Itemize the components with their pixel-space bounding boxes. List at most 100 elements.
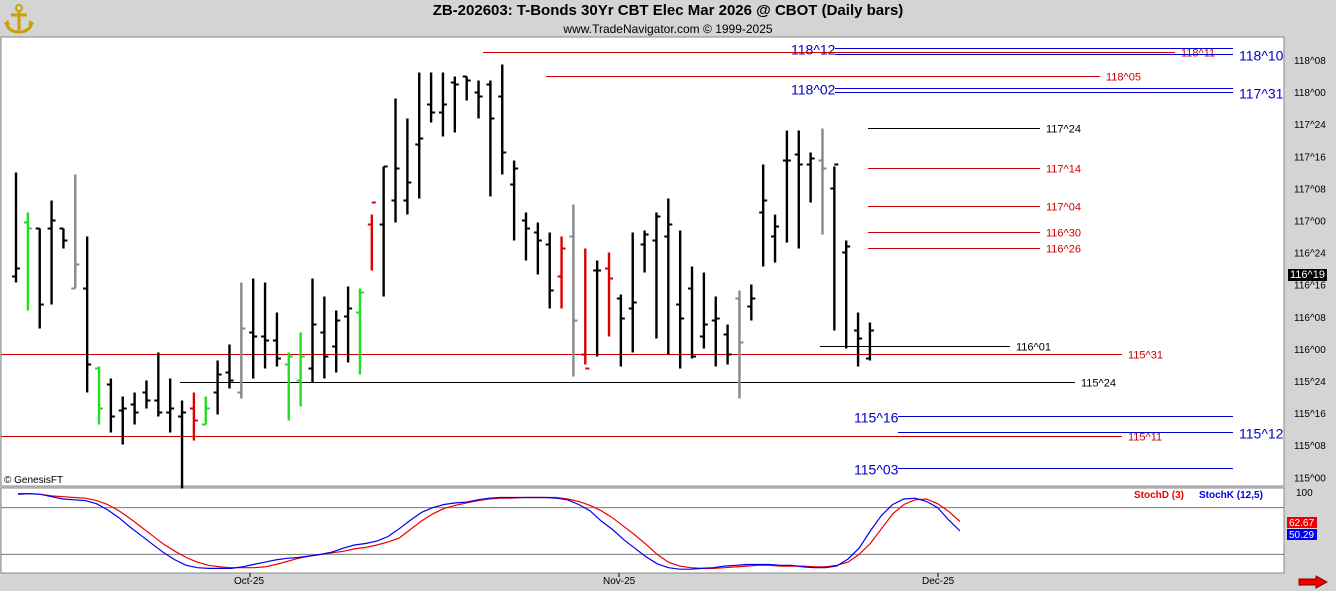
- level-label-3: 118^05: [1106, 72, 1141, 84]
- ohlc-bar: [581, 248, 590, 370]
- level-label-7: 117^14: [1046, 164, 1081, 176]
- ohlc-bar: [759, 164, 768, 267]
- level-label-9: 116^30: [1046, 228, 1081, 240]
- date-tick-label: Dec-25: [922, 576, 955, 587]
- stochk-line: [17, 492, 961, 570]
- ohlc-bar: [533, 222, 542, 275]
- stoch-tick-100: 100: [1296, 488, 1313, 499]
- ohlc-bar: [379, 165, 388, 297]
- ohlc-bar: [237, 282, 246, 399]
- ohlc-bar: [569, 204, 578, 377]
- chart-subtitle: www.TradeNavigator.com © 1999-2025: [563, 22, 773, 36]
- ohlc-bar: [688, 266, 697, 359]
- ohlc-bar: [806, 152, 815, 203]
- level-label-11: 116^01: [1016, 342, 1051, 354]
- price-levels: 118^12 118^11 118^10 118^05 118^02 117^31 117^…: [1, 42, 1284, 478]
- ohlc-bar: [272, 312, 281, 367]
- price-tick-label: 117^16: [1294, 152, 1326, 163]
- price-pane: [0, 36, 1285, 487]
- ohlc-bar: [83, 236, 92, 393]
- ohlc-bar: [23, 212, 32, 311]
- ohlc-bar: [95, 366, 104, 425]
- price-tick-label: 117^24: [1294, 120, 1326, 131]
- stochk-value-tag: [1287, 529, 1317, 540]
- ohlc-bar: [498, 64, 507, 175]
- ohlc-bar: [771, 214, 780, 263]
- price-tick-label: 117^00: [1294, 217, 1326, 228]
- ohlc-bar: [201, 396, 210, 426]
- ohlc-bar: [154, 352, 163, 417]
- stochd-value-tag: [1287, 517, 1317, 528]
- level-label-0: 118^12: [791, 42, 836, 58]
- ohlc-bar: [71, 174, 80, 290]
- price-tick-label: 116^16: [1294, 281, 1326, 292]
- ohlc-bar: [854, 312, 863, 367]
- price-tick-label: 118^00: [1294, 88, 1326, 99]
- stochd-legend: StochD (3): [1134, 490, 1184, 501]
- level-label-4: 118^02: [791, 82, 836, 98]
- ohlc-bar: [782, 130, 791, 243]
- ohlc-bar: [616, 294, 625, 367]
- price-tick-label: 115^16: [1294, 409, 1326, 420]
- level-label-10: 116^26: [1046, 244, 1081, 256]
- ohlc-bar: [296, 332, 305, 407]
- ohlc-bar: [486, 80, 495, 197]
- price-tick-label: 116^08: [1294, 313, 1326, 324]
- stochastic-oscillator: [1, 492, 1284, 570]
- ohlc-bar: [711, 296, 720, 367]
- level-label-8: 117^04: [1046, 202, 1081, 214]
- ohlc-bar: [593, 260, 602, 357]
- ohlc-bar: [723, 324, 732, 365]
- level-label-17: 115^03: [854, 462, 899, 478]
- ohlc-bar: [450, 76, 459, 133]
- ohlc-bar: [427, 72, 436, 123]
- last-price-tag: 116^19: [1288, 269, 1327, 281]
- ohlc-bar: [652, 212, 661, 339]
- ohlc-bar: [699, 272, 708, 349]
- date-axis: Oct-25 Nov-25 Dec-25: [234, 573, 955, 587]
- level-label-13: 115^24: [1081, 378, 1116, 390]
- ohlc-bar: [284, 352, 293, 421]
- indicator-pane: [0, 487, 1285, 574]
- ohlc-bar: [130, 392, 139, 425]
- price-tick-label: 116^24: [1294, 249, 1326, 260]
- ohlc-bar: [106, 378, 115, 433]
- date-tick-label: Nov-25: [603, 576, 636, 587]
- ohlc-bar: [640, 230, 649, 273]
- ohlc-bar: [118, 396, 127, 445]
- stochk-last-value: 50.29: [1289, 530, 1314, 541]
- ohlc-bar: [142, 380, 151, 409]
- ohlc-bar: [510, 160, 519, 241]
- price-tick-label: 115^00: [1294, 473, 1326, 484]
- ohlc-bar: [735, 290, 744, 399]
- stochd-line: [18, 493, 961, 570]
- ohlc-bar: [842, 240, 851, 349]
- ohlc-bar: [225, 344, 234, 389]
- ohlc-bar: [865, 322, 874, 361]
- ohlc-bar: [403, 118, 412, 215]
- chart-title: ZB-202603: T-Bonds 30Yr CBT Elec Mar 202…: [432, 2, 904, 19]
- level-label-2: 118^10: [1239, 48, 1284, 64]
- price-tick-label: 115^08: [1294, 441, 1326, 452]
- ohlc-bar: [521, 212, 530, 261]
- ohlc-bar: [355, 288, 364, 375]
- ohlc-bar: [391, 98, 400, 223]
- price-tick-label: 115^24: [1294, 377, 1326, 388]
- ohlc-bar: [830, 163, 839, 331]
- scroll-right-arrow-icon[interactable]: [1298, 575, 1328, 589]
- ohlc-bar: [676, 230, 685, 369]
- level-label-5: 117^31: [1239, 86, 1284, 102]
- level-label-1: 118^11: [1181, 48, 1215, 60]
- ohlc-bar: [308, 278, 317, 383]
- ohlc-bar: [628, 232, 637, 353]
- ohlc-bar: [166, 378, 175, 433]
- ohlc-bar: [605, 252, 613, 337]
- ohlc-bar: [367, 201, 376, 271]
- level-label-16: 115^11: [1128, 432, 1162, 444]
- level-label-6: 117^24: [1046, 124, 1081, 136]
- ohlc-bar: [213, 360, 222, 415]
- ohlc-bar: [261, 282, 270, 369]
- price-tick-label: 118^08: [1294, 56, 1326, 67]
- ohlc-bar: [35, 227, 44, 329]
